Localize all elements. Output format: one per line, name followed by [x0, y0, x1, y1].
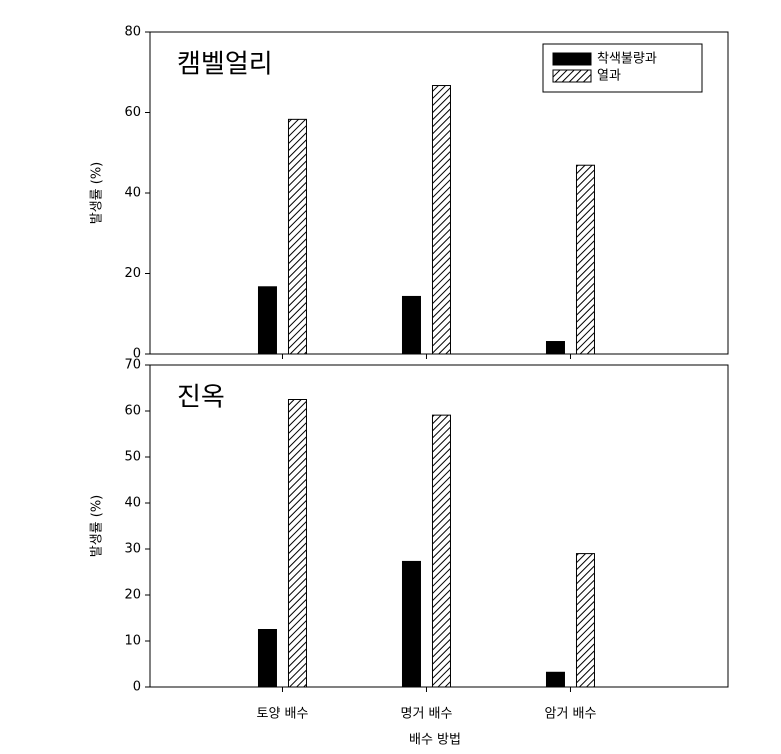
legend-label: 착색불량과	[597, 52, 657, 67]
y-axis-label: 발생률 (%)	[90, 162, 105, 225]
y-tick-label: 70	[124, 358, 141, 373]
panel-label: 캠벨얼리	[177, 50, 273, 80]
y-tick-label: 10	[124, 634, 141, 649]
bar	[287, 399, 307, 688]
bar	[401, 560, 421, 688]
y-tick-label: 50	[124, 450, 141, 465]
bar	[575, 164, 595, 355]
bar	[545, 341, 565, 355]
bar	[287, 118, 307, 355]
y-tick-label: 20	[124, 588, 141, 603]
bar	[401, 295, 421, 355]
y-tick-label: 60	[124, 404, 141, 419]
x-tick-label: 토양 배수	[256, 707, 308, 722]
legend-box	[542, 43, 703, 93]
x-tick-label: 암거 배수	[544, 707, 596, 722]
y-tick-label: 40	[124, 186, 141, 201]
y-tick-label: 30	[124, 542, 141, 557]
legend-swatch	[552, 52, 592, 66]
y-tick-label: 60	[124, 105, 141, 120]
panel-label: 진옥	[177, 383, 225, 413]
bar	[431, 414, 451, 688]
x-tick-label: 명거 배수	[400, 707, 452, 722]
bar	[431, 85, 451, 355]
legend-swatch	[552, 69, 592, 83]
y-tick-label: 20	[124, 266, 141, 281]
y-tick-label: 0	[133, 347, 141, 362]
bar	[257, 629, 277, 688]
y-tick-label: 80	[124, 25, 141, 40]
bar	[545, 671, 565, 688]
bar	[257, 286, 277, 355]
legend-label: 열과	[597, 69, 621, 84]
y-axis-label: 발생률 (%)	[90, 495, 105, 558]
y-tick-label: 40	[124, 496, 141, 511]
x-axis-label: 배수 방법	[409, 733, 461, 748]
bar	[575, 553, 595, 688]
y-tick-label: 0	[133, 680, 141, 695]
